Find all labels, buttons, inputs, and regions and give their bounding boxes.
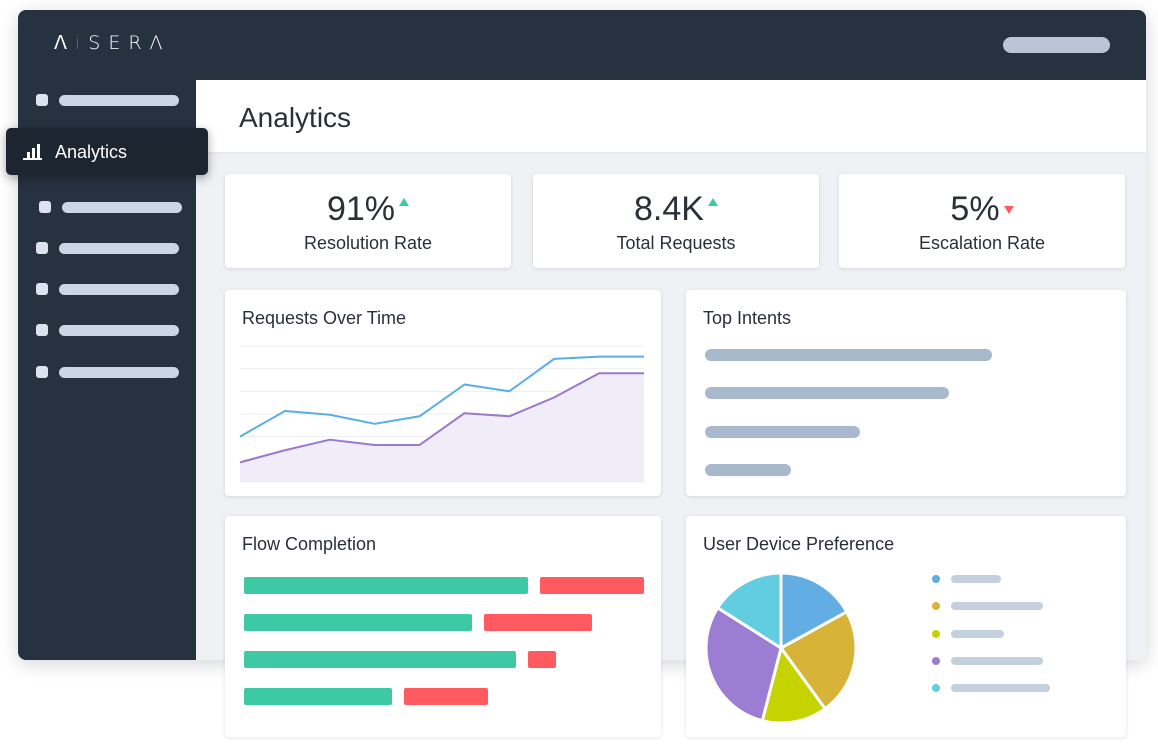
completed-bar: [244, 577, 528, 594]
completed-bar: [244, 614, 472, 631]
completed-bar: [244, 688, 392, 705]
requests-line-chart: [239, 345, 644, 483]
page-header: Analytics: [196, 80, 1146, 152]
bar-chart-icon: [23, 144, 42, 160]
kpi-label: Resolution Rate: [303, 233, 433, 253]
top-bar: ᐱiSERΛ: [18, 10, 1146, 80]
sidebar-item-7[interactable]: [36, 366, 186, 378]
kpi-value: 8.4K: [533, 190, 819, 229]
card-title: User Device Preference: [703, 534, 895, 554]
trend-up-icon: [399, 198, 410, 206]
sidebar-item-analytics[interactable]: Analytics: [6, 128, 208, 175]
legend-label-placeholder: [951, 657, 1043, 665]
nav-dot-icon: [36, 242, 48, 254]
intent-bar: [705, 349, 992, 361]
legend-label-placeholder: [951, 630, 1004, 638]
nav-dot-icon: [36, 94, 48, 106]
user-menu-placeholder[interactable]: [1003, 37, 1110, 53]
pie-slice: [704, 605, 783, 723]
kpi-card-escalation-rate: 5% Escalation Rate: [839, 174, 1125, 268]
user-device-preference-card: User Device Preference: [686, 516, 1126, 737]
trend-up-icon: [707, 198, 718, 206]
series-area-fill: [240, 373, 644, 482]
completed-bar: [244, 651, 516, 668]
intent-bar: [705, 464, 792, 476]
legend-dot: [932, 630, 940, 638]
pie-slice: [779, 571, 849, 651]
dropped-bar: [528, 651, 556, 668]
pie-slice: [715, 571, 783, 651]
series-line-2: [239, 372, 644, 464]
pie-slice: [778, 609, 858, 711]
kpi-label: Total Requests: [616, 233, 736, 253]
nav-dot-icon: [36, 283, 48, 295]
sidebar: [18, 80, 196, 660]
kpi-card-resolution-rate: 91% Resolution Rate: [225, 174, 511, 268]
series-line-1: [239, 355, 644, 438]
legend-dot: [932, 575, 940, 583]
kpi-label: Escalation Rate: [918, 233, 1046, 253]
sidebar-item-4[interactable]: [36, 242, 186, 254]
page-title: Analytics: [239, 102, 352, 133]
legend-label-placeholder: [951, 575, 1001, 583]
card-title: Top Intents: [703, 308, 792, 328]
dropped-bar: [404, 688, 488, 705]
dropped-bar: [540, 577, 644, 594]
card-title: Flow Completion: [242, 534, 377, 554]
kpi-value: 5%: [839, 190, 1125, 229]
sidebar-item-label: Analytics: [55, 142, 128, 162]
card-title: Requests Over Time: [242, 308, 407, 328]
legend-dot: [932, 684, 940, 692]
nav-dot-icon: [39, 201, 51, 213]
intent-bar: [705, 426, 860, 438]
aisera-logo[interactable]: ᐱiSERΛ: [54, 32, 171, 54]
sidebar-item-6[interactable]: [36, 324, 186, 336]
legend-dot: [932, 602, 940, 610]
sidebar-item-5[interactable]: [36, 283, 186, 295]
intent-bar: [705, 387, 949, 399]
nav-dot-icon: [36, 324, 48, 336]
legend-dot: [932, 657, 940, 665]
requests-over-time-card: Requests Over Time: [225, 290, 661, 496]
legend-label-placeholder: [951, 684, 1050, 692]
sidebar-item-1[interactable]: [36, 94, 186, 106]
pie-slice: [760, 644, 828, 725]
kpi-card-total-requests: 8.4K Total Requests: [533, 174, 819, 268]
trend-down-icon: [1003, 206, 1014, 214]
device-pie-chart: [704, 571, 858, 725]
sidebar-item-3[interactable]: [39, 201, 189, 213]
flow-completion-card: Flow Completion: [225, 516, 661, 737]
nav-dot-icon: [36, 366, 48, 378]
kpi-value: 91%: [225, 190, 511, 229]
dropped-bar: [484, 614, 592, 631]
top-intents-card: Top Intents: [686, 290, 1126, 496]
legend-label-placeholder: [951, 602, 1043, 610]
